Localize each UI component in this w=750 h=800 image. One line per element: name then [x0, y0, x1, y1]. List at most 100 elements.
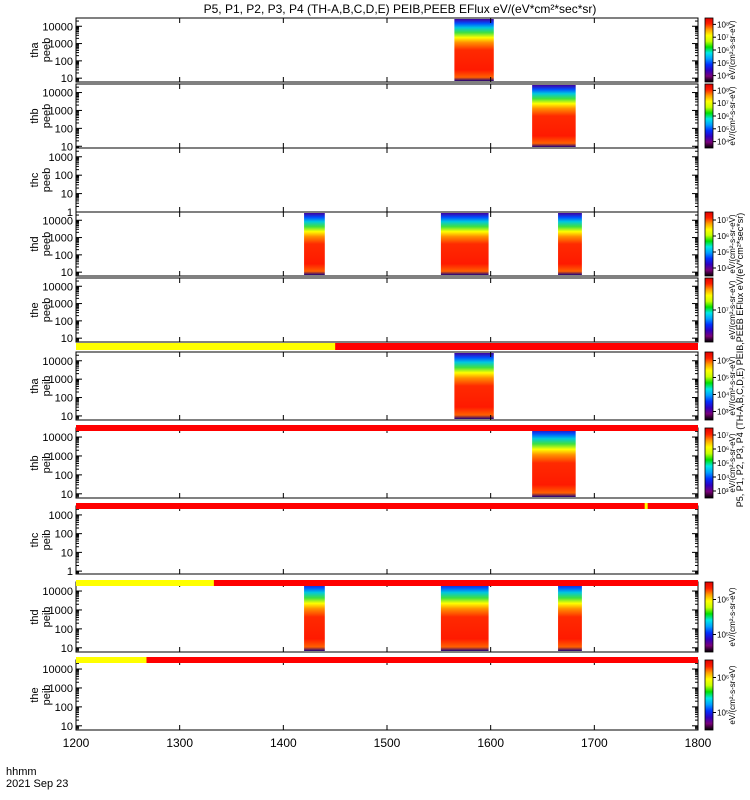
y-tick-label: 100	[55, 170, 73, 182]
y-tick-label: 1	[67, 566, 73, 578]
x-tick-label: 1500	[374, 736, 401, 750]
colorbar-tick-label: 10⁶	[717, 674, 729, 683]
x-tick-label: 1600	[477, 736, 504, 750]
y-tick-label: 10	[61, 643, 73, 655]
colorbar	[704, 427, 714, 499]
colorbar-tick-label: 10⁷	[717, 216, 729, 225]
y-tick-label: 1000	[49, 299, 73, 311]
y-tick-label: 10000	[42, 586, 73, 598]
y-axis-label: thd	[29, 236, 41, 251]
colorbar-tick-label: 10⁵	[717, 59, 729, 68]
y-tick-label: 100	[55, 702, 73, 714]
x-tick-label: 1200	[63, 736, 90, 750]
y-axis-label: peeb	[41, 232, 53, 256]
panel-frame	[75, 277, 699, 343]
colorbar	[704, 17, 714, 83]
flag-bar	[76, 503, 698, 509]
panel-frame	[75, 427, 699, 499]
panel-frame	[75, 351, 699, 421]
colorbar-tick-label: 10⁷	[717, 33, 729, 42]
flag-bar-yellow-spot	[644, 503, 648, 509]
x-tick-label: 1700	[581, 736, 608, 750]
y-axis-label: tha	[29, 41, 41, 57]
y-tick-label: 10000	[42, 88, 73, 100]
y-axis-label: peeb	[41, 298, 53, 322]
colorbar	[704, 659, 714, 731]
panel-thc-peib: 1 10 100 1000 thc peib	[29, 503, 699, 578]
colorbar-tick-label: 10⁸	[717, 86, 729, 95]
colorbar-tick-label: 10⁴	[717, 264, 730, 273]
spectrogram-block	[440, 583, 489, 651]
colorbar-label: eV/(cm²-s-sr-eV)	[728, 356, 737, 415]
y-tick-label: 10	[61, 489, 73, 501]
flag-bar	[76, 580, 698, 586]
y-tick-label: 10000	[42, 432, 73, 444]
y-tick-label: 100	[55, 470, 73, 482]
y-axis-label: thc	[29, 532, 41, 547]
y-tick-label: 10000	[42, 356, 73, 368]
y-axis-label: peib	[41, 607, 53, 628]
colorbar-tick-label: 10⁴	[717, 72, 730, 81]
colorbar-tick-label: 10⁷	[717, 431, 729, 440]
colorbar-tick-label: 10⁵	[717, 125, 729, 134]
y-axis-label: the	[29, 302, 41, 317]
y-tick-label: 10000	[42, 281, 73, 293]
y-axis-label: thc	[29, 172, 41, 187]
y-axis-label: thd	[29, 609, 41, 624]
y-tick-label: 100	[55, 56, 73, 68]
x-tick-label: 1300	[166, 736, 193, 750]
flag-bar-yellow	[76, 343, 336, 350]
spectrogram-block	[532, 429, 576, 497]
y-tick-label: 10000	[42, 215, 73, 227]
time-axis-hhmm-label: hhmm	[6, 766, 37, 778]
x-tick-label: 1800	[685, 736, 712, 750]
colorbar-tick-label: 10⁷	[717, 99, 729, 108]
spectrogram-block	[558, 583, 582, 651]
colorbar-label: eV/(cm²-s-sr-eV)	[728, 433, 737, 492]
y-tick-label: 1000	[49, 510, 73, 522]
colorbar-label: eV/(cm²-s-sr-eV)	[728, 587, 737, 646]
y-tick-label: 10	[61, 141, 73, 153]
side-units-label: P5, P1, P2, P3, P4 (TH-A,B,C,D,E) PEIB,P…	[735, 213, 745, 508]
y-axis-label: peeb	[41, 38, 53, 62]
y-axis-label: thb	[29, 455, 41, 470]
y-tick-label: 1000	[49, 233, 73, 245]
flag-bar-yellow	[76, 657, 147, 663]
y-tick-label: 100	[55, 393, 73, 405]
colorbar	[704, 277, 714, 343]
panel-frame	[75, 17, 699, 83]
colorbar-tick-label: 10⁵	[717, 709, 729, 718]
panel-thc-peeb: 1 10 100 1000 thc peeb	[29, 147, 699, 219]
y-tick-label: 1000	[49, 105, 73, 117]
panel-frame	[75, 83, 699, 149]
spectrogram-block	[304, 213, 325, 275]
y-tick-label: 10	[61, 721, 73, 733]
panel-frame	[75, 581, 699, 653]
colorbar	[704, 351, 714, 421]
colorbar-tick-label: 10³	[717, 408, 729, 417]
y-axis-label: thb	[29, 108, 41, 123]
y-axis-label: tha	[29, 377, 41, 393]
colorbar-tick-label: 10⁵	[717, 248, 729, 257]
panel-frame	[75, 211, 699, 277]
figure-title: P5, P1, P2, P3, P4 (TH-A,B,C,D,E) PEIB,P…	[204, 2, 597, 16]
colorbar-tick-label: 10⁶	[717, 445, 729, 454]
colorbar-tick-label: 10⁵	[717, 631, 729, 640]
y-tick-label: 100	[55, 624, 73, 636]
panel-frame	[75, 505, 699, 575]
time-axis-date-label: 2021 Sep 23	[6, 778, 68, 790]
spectrogram-block	[558, 213, 582, 275]
colorbar-tick-label: 10³	[717, 487, 729, 496]
y-tick-label: 1000	[49, 683, 73, 695]
y-axis-label: peib	[41, 530, 53, 551]
spectrogram-block	[440, 213, 489, 275]
colorbar-tick-label: 10⁶	[717, 46, 729, 55]
colorbar-tick-label: 10⁴	[717, 473, 730, 482]
